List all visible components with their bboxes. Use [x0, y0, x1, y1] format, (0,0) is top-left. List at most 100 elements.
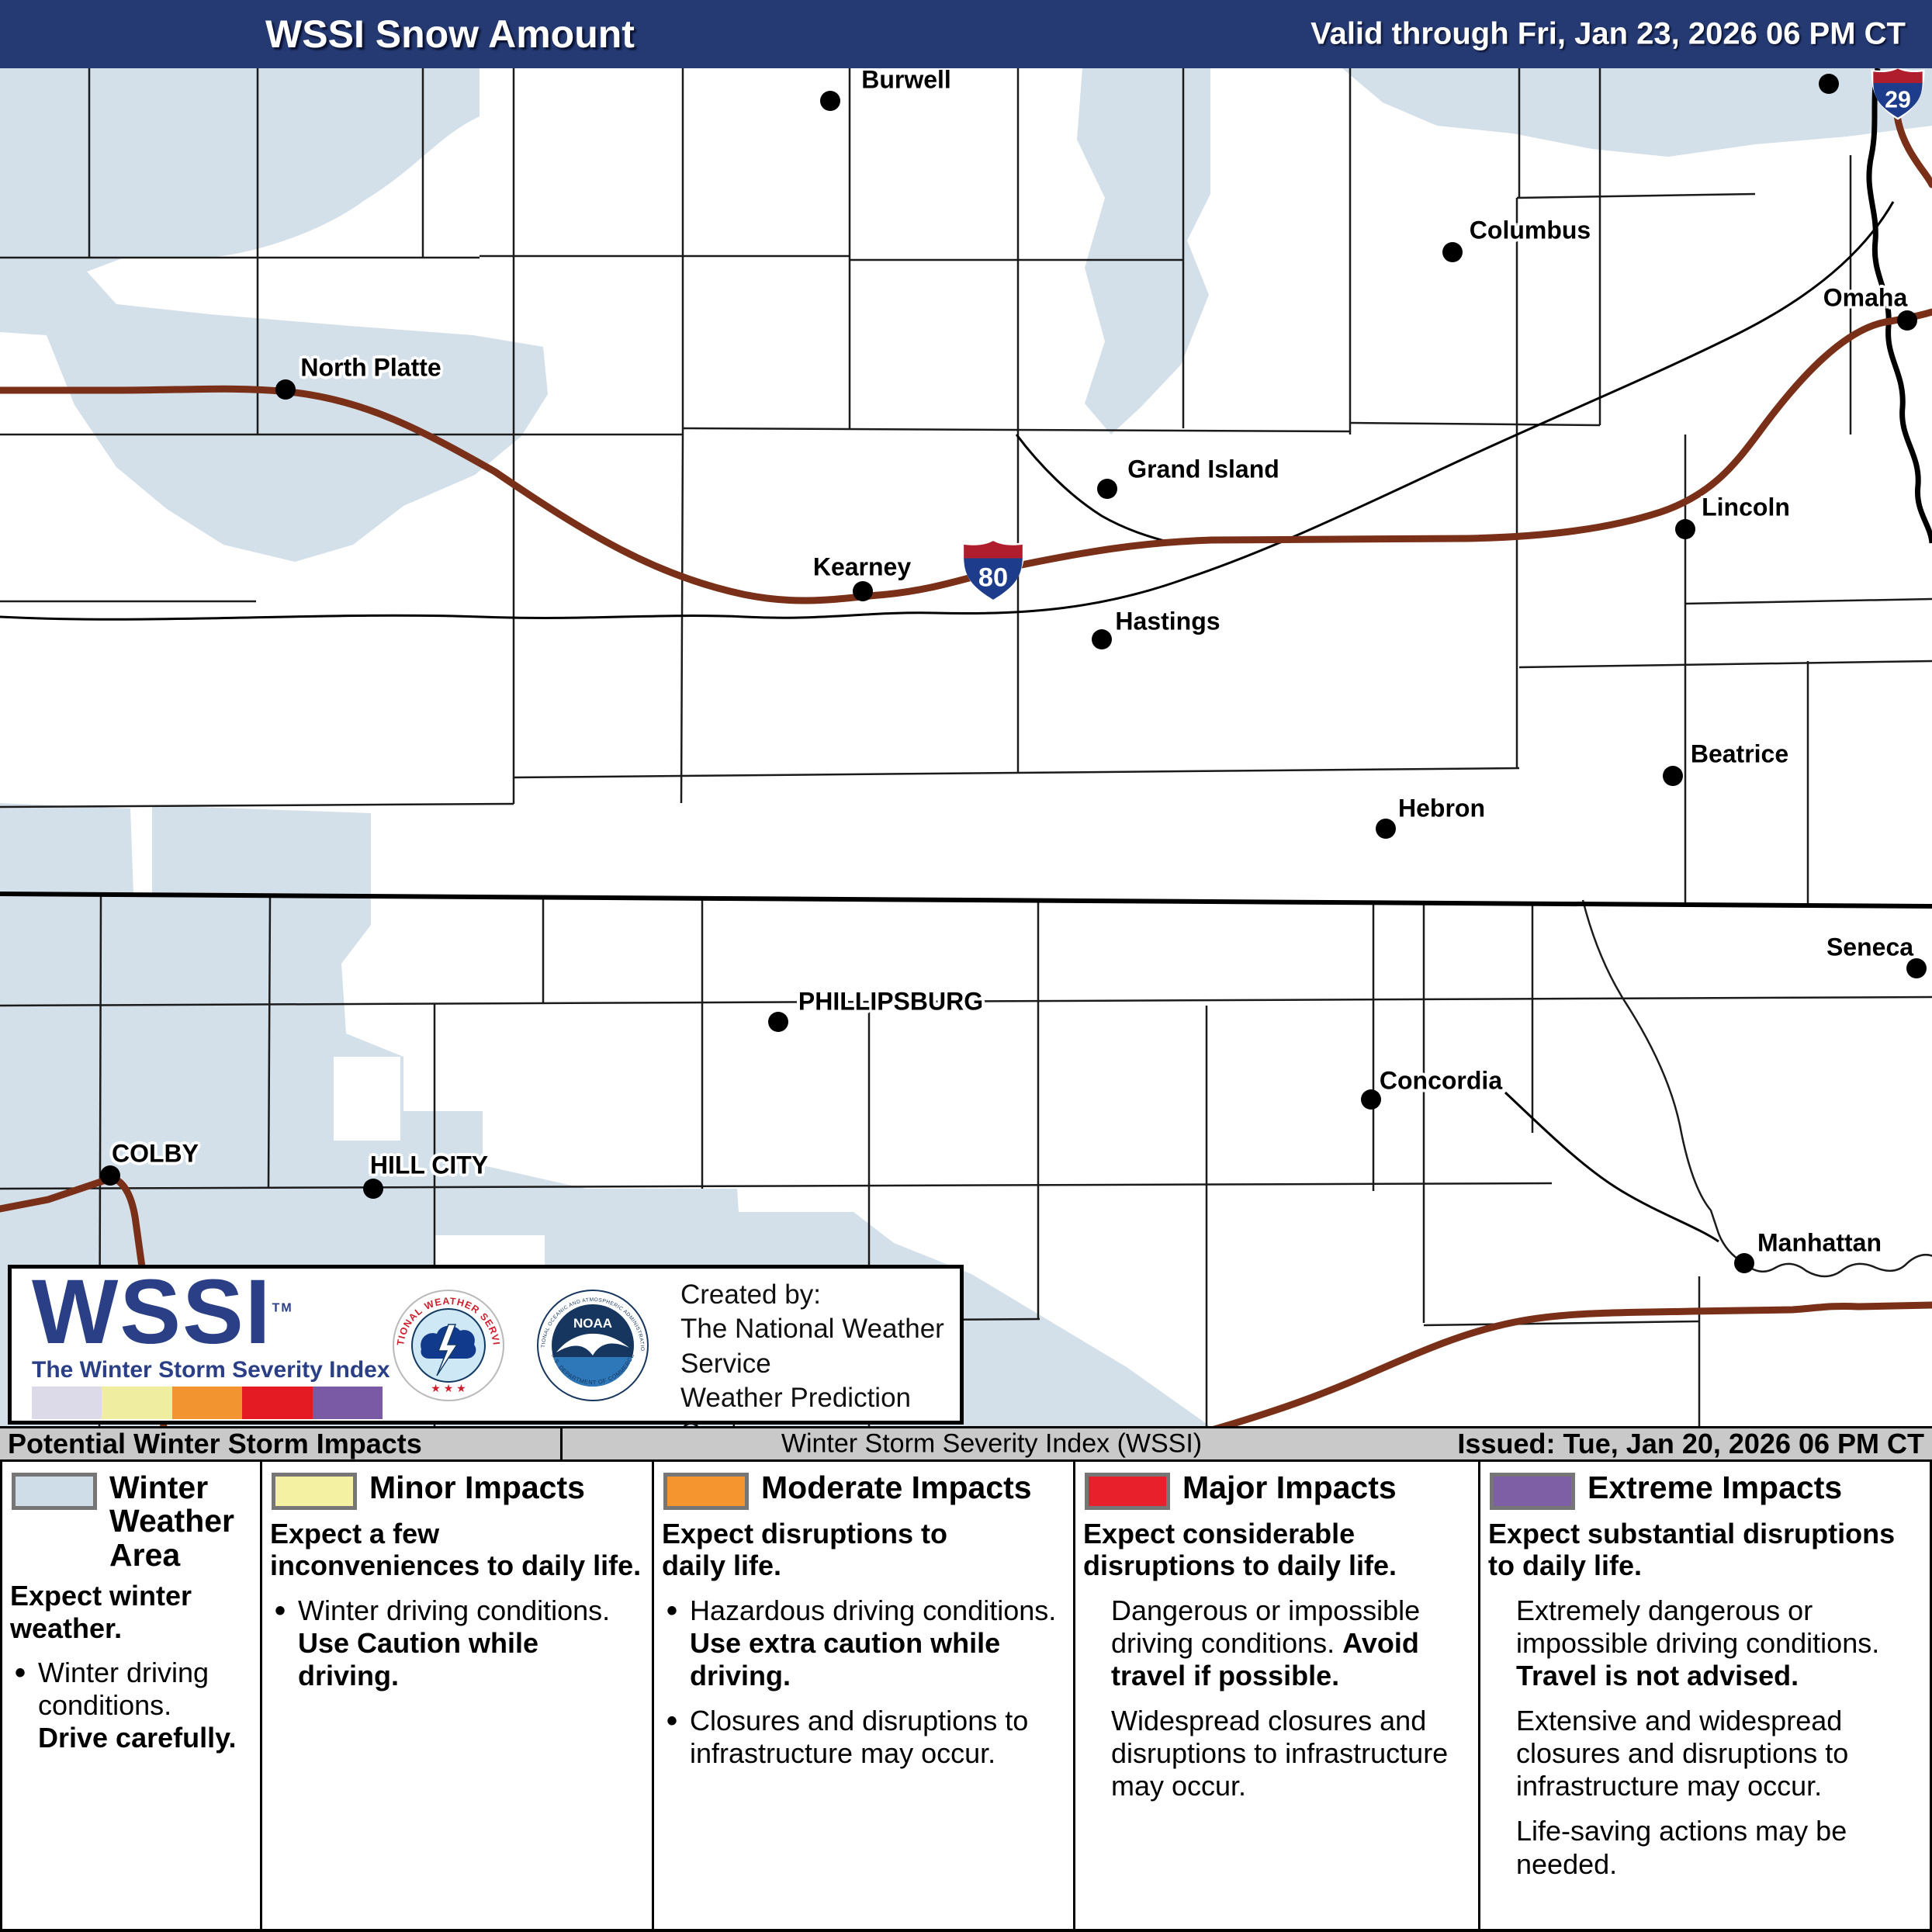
legend-item-text: Winter driving conditions. [38, 1657, 209, 1722]
legend-item: Dangerous or impossible driving conditio… [1086, 1594, 1472, 1692]
legend-item: Extensive and widespread closures and di… [1491, 1705, 1923, 1802]
major-impacts-swatch [1085, 1473, 1170, 1510]
legend-item: Extremely dangerous or impossible drivin… [1491, 1594, 1923, 1692]
strip-color-limited [32, 1387, 102, 1419]
nws-stars: ★ ★ ★ [431, 1382, 466, 1394]
strip-color-extreme [312, 1387, 383, 1419]
city-label-burwell: Burwell [861, 65, 951, 94]
legend-item-text: Dangerous or impossible driving conditio… [1111, 1594, 1421, 1659]
interstate-29-number: 29 [1885, 88, 1911, 113]
legend-col-minor-impacts: Minor Impacts Expect a few inconvenience… [262, 1462, 654, 1929]
city-label-grand-island: Grand Island [1127, 455, 1279, 483]
minor-impacts-swatch [272, 1473, 357, 1510]
legend-col-extreme-impacts: Extreme Impacts Expect substantial disru… [1480, 1462, 1930, 1929]
valid-through-text: Valid through Fri, Jan 23, 2026 06 PM CT [1311, 16, 1906, 51]
city-label-lincoln: Lincoln [1702, 493, 1790, 521]
legend-intro: Expect winter weather. [10, 1580, 192, 1644]
city-label-hebron: Hebron [1398, 794, 1485, 822]
legend-item-bold: Drive carefully. [38, 1722, 237, 1754]
city-dot-columbus [1442, 242, 1463, 262]
legend-item-bold: Avoid travel if possible. [1111, 1626, 1419, 1691]
city-dot-seneca [1906, 958, 1927, 978]
city-dot-hastings [1092, 629, 1112, 649]
city-dot-hebron [1376, 819, 1396, 839]
city-label-manhattan: Manhattan [1757, 1228, 1882, 1257]
legend-item: Hazardous driving conditions. Use extra … [665, 1593, 1067, 1692]
city-dot-tekamah [1819, 74, 1839, 94]
legend-item: Widespread closures and disruptions to i… [1086, 1705, 1472, 1802]
city-dot-omaha [1897, 310, 1917, 331]
legend-col-major-impacts: Major Impacts Expect considerable disrup… [1075, 1462, 1480, 1929]
city-label-columbus: Columbus [1469, 216, 1591, 244]
city-dot-colby [100, 1165, 120, 1186]
city-label-phillipsburg: PHILLIPSBURG [798, 987, 984, 1016]
city-dot-burwell [820, 91, 840, 111]
wssi-tagline: The Winter Storm Severity Index [32, 1357, 390, 1383]
noaa-name-text: NOAA [573, 1316, 612, 1331]
legend-intro: Expect a few inconveniences to daily lif… [270, 1518, 642, 1582]
credit-org-line1: The National Weather Service [680, 1314, 944, 1379]
impacts-bar: Potential Winter Storm Impacts Winter St… [0, 1426, 1932, 1462]
interstate-80-road [0, 308, 1932, 604]
issued-text: Issued: Tue, Jan 20, 2026 06 PM CT [1457, 1428, 1924, 1459]
strip-color-minor [102, 1387, 172, 1419]
city-label-colby: COLBY [112, 1139, 199, 1168]
legend-intro: Expect considerable disruptions to daily… [1083, 1518, 1397, 1582]
city-label-omaha: Omaha [1823, 283, 1908, 312]
county-lines [0, 68, 1932, 1435]
legend-item-text: Extensive and widespread closures and di… [1516, 1705, 1849, 1802]
city-dot-concordia [1361, 1089, 1381, 1110]
legend-item-text: Widespread closures and disruptions to i… [1111, 1705, 1449, 1802]
city-dot-manhattan [1734, 1253, 1754, 1273]
strip-color-major [242, 1387, 313, 1419]
missouri-river [1866, 68, 1932, 544]
city-label-north-platte: North Platte [300, 353, 441, 382]
legend-title: Minor Impacts [369, 1470, 585, 1505]
legend-item: Closures and disruptions to infrastructu… [665, 1703, 1067, 1770]
legend-title: Winter Weather Area [109, 1470, 235, 1573]
trademark-symbol: TM [272, 1301, 293, 1315]
city-label-hill-city: HILL CITY [369, 1151, 489, 1179]
impacts-bar-title: Potential Winter Storm Impacts [8, 1428, 422, 1459]
river-lines [0, 201, 1895, 1243]
city-dot-kearney [853, 581, 873, 601]
extreme-impacts-swatch [1490, 1473, 1575, 1510]
wssi-logo-box: WSSITM The Winter Storm Severity Index N… [8, 1261, 964, 1448]
legend-intro: Expect substantial disruptions to daily … [1488, 1518, 1896, 1582]
state-border-line [0, 892, 1932, 909]
strip-color-moderate [171, 1387, 243, 1419]
credit-created-by: Created by: [680, 1279, 821, 1310]
legend-item-text: Hazardous driving conditions. [690, 1594, 1057, 1626]
title-bar: WSSI Snow Amount Valid through Fri, Jan … [0, 0, 1932, 68]
noaa-seal-icon: NOAA NATIONAL OCEANIC AND ATMOSPHERIC AD… [536, 1289, 649, 1402]
city-label-concordia: Concordia [1379, 1066, 1503, 1095]
wssi-severity-color-strip [32, 1387, 383, 1419]
city-label-beatrice: Beatrice [1690, 739, 1789, 768]
wssi-logo-text: WSSITM [32, 1261, 293, 1363]
interstate-70-road [1208, 1301, 1932, 1434]
legend-title: Moderate Impacts [761, 1470, 1032, 1505]
credit-text: Created by: The National Weather Service… [680, 1278, 960, 1450]
city-label-kearney: Kearney [812, 552, 912, 581]
legend: Winter Weather Area Expect winter weathe… [0, 1462, 1932, 1932]
legend-title: Extreme Impacts [1587, 1470, 1843, 1505]
legend-item-bold: Use extra caution while driving. [690, 1626, 1001, 1691]
city-label-hastings: Hastings [1115, 607, 1220, 635]
nws-seal-icon: NATIONAL WEATHER SERVICE ★ ★ ★ [392, 1289, 505, 1402]
city-label-seneca: Seneca [1826, 933, 1914, 961]
legend-item-text: Closures and disruptions to infrastructu… [690, 1705, 1029, 1770]
city-dot-phillipsburg [768, 1012, 788, 1032]
city-dot-grand-island [1097, 479, 1117, 499]
legend-item-text: Life-saving actions may be needed. [1516, 1815, 1847, 1880]
interstate-80-shield-icon: 80 [960, 537, 1027, 604]
legend-item: Winter driving conditions. Use Caution w… [273, 1593, 646, 1692]
city-dot-north-platte [275, 379, 296, 400]
legend-title: Major Impacts [1182, 1470, 1397, 1505]
winter-weather-area-swatch [12, 1473, 97, 1510]
city-dot-lincoln [1675, 519, 1695, 539]
winter-weather-area-shapes [0, 68, 1932, 1434]
page-title: WSSI Snow Amount [265, 12, 635, 56]
legend-item-bold: Travel is not advised. [1516, 1660, 1799, 1691]
city-dot-beatrice [1663, 766, 1683, 786]
